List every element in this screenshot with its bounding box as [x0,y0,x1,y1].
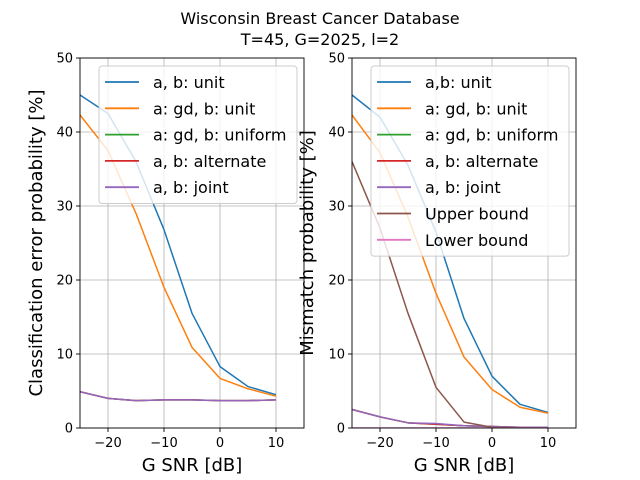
chart1-legend-label-6: Lower bound [425,231,528,250]
chart0-legend-label-1: a: gd, b: unit [153,99,255,118]
chart1-xtick-label-2: 0 [488,436,496,451]
chart1-legend-label-0: a,b: unit [425,73,492,92]
chart0-ytick-label-4: 40 [56,126,73,141]
chart0-ytick-label-2: 20 [56,274,73,289]
chart0-legend-label-0: a, b: unit [153,73,225,92]
chart0-ytick-label-0: 0 [65,422,73,437]
chart1-ytick-label-4: 40 [328,126,345,141]
chart1-legend-label-5: Upper bound [425,205,529,224]
chart0-xtick-label-2: 0 [216,436,224,451]
chart1-legend-label-1: a: gd, b: unit [425,99,527,118]
chart0-xtick-label-3: 10 [268,436,285,451]
chart0-xtick-label-1: −10 [150,436,177,451]
chart0-ytick-label-5: 50 [56,52,73,67]
chart0-legend-label-4: a, b: joint [153,178,229,197]
chart1-axes-frame [351,57,577,429]
chart1-legend-label-3: a, b: alternate [425,152,538,171]
chart1-xlabel: G SNR [dB] [414,455,515,476]
chart1-ylabel: Mismatch probability [%] [297,130,318,355]
chart0-series-line-4 [80,391,277,402]
chart1-legend-label-4: a, b: joint [425,178,501,197]
chart1-ytick-label-2: 20 [328,274,345,289]
chart1-xtick-label-0: −20 [366,436,393,451]
chart0-ytick-label-3: 30 [56,200,73,215]
chart0-xtick-label-0: −20 [94,436,121,451]
figure-title-line2: T=45, G=2025, l=2 [240,30,399,49]
chart1-ytick-label-3: 30 [328,200,345,215]
chart0-ytick-label-1: 10 [56,348,73,363]
chart0-legend-label-3: a, b: alternate [153,152,266,171]
chart0-axes-frame [79,57,305,429]
chart1-xtick-label-3: 10 [540,436,557,451]
chart1-legend-box [370,65,570,257]
chart0-legend-label-2: a: gd, b: uniform [153,126,286,145]
chart0-legend-box [98,65,298,204]
classification-error-chart: −20 −10 0 10 0 10 20 30 40 50 G SNR [dB] Classifica… [26,52,305,476]
chart1-ytick-label-1: 10 [328,348,345,363]
chart1-ytick-label-0: 0 [337,422,345,437]
figure-title-line1: Wisconsin Breast Cancer Database [180,9,459,28]
chart1-ytick-label-5: 50 [328,52,345,67]
chart1-legend-label-2: a: gd, b: uniform [425,126,558,145]
mismatch-probability-chart: −20 −10 0 10 0 10 20 30 40 50 G SNR [dB] Mismatch p… [297,52,577,476]
chart0-ylabel: Classification error probability [%] [26,89,47,396]
chart1-xtick-label-1: −10 [422,436,449,451]
chart0-xlabel: G SNR [dB] [142,455,243,476]
